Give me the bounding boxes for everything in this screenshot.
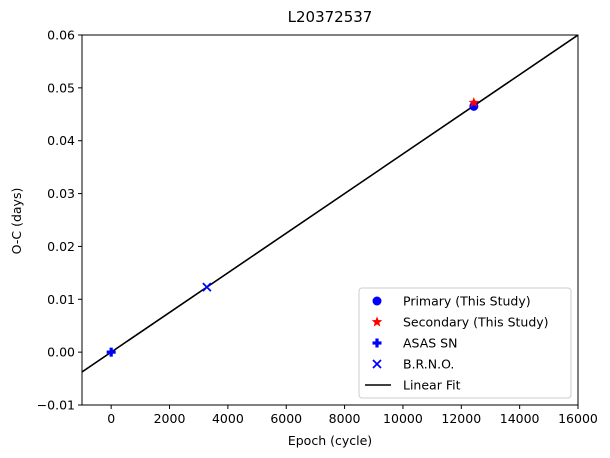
y-axis-label: O-C (days) xyxy=(9,188,24,255)
legend-marker-star xyxy=(371,316,383,327)
legend-entry-label: B.R.N.O. xyxy=(403,357,454,372)
x-tick-label: 0 xyxy=(107,411,115,426)
y-tick-label: 0.00 xyxy=(47,345,75,360)
x-tick-label: 8000 xyxy=(329,411,361,426)
legend-entry-label: Primary (This Study) xyxy=(403,294,531,309)
data-point-star-0 xyxy=(468,97,480,108)
x-tick-label: 14000 xyxy=(500,411,540,426)
legend-entry-label: Secondary (This Study) xyxy=(403,315,549,330)
x-tick-label: 10000 xyxy=(383,411,423,426)
x-axis-label: Epoch (cycle) xyxy=(288,433,372,448)
plot-area xyxy=(82,35,578,373)
data-point-plus-0 xyxy=(106,347,116,357)
y-tick-label: 0.06 xyxy=(47,28,75,43)
x-axis: 0 2000 4000 6000 8000 10000 12000 14000 16000 xyxy=(107,405,598,426)
x-tick-label: 12000 xyxy=(441,411,481,426)
x-tick-label: 6000 xyxy=(270,411,302,426)
y-tick-label: 0.05 xyxy=(47,80,75,95)
legend: Primary (This Study) Secondary (This Stud… xyxy=(358,287,572,399)
legend-entry-label: Linear Fit xyxy=(403,378,461,393)
y-tick-label: 0.02 xyxy=(47,239,75,254)
legend-box xyxy=(358,287,572,399)
y-tick-label: 0.01 xyxy=(47,292,75,307)
plot-frame xyxy=(81,34,579,406)
y-tick-label: 0.03 xyxy=(47,186,75,201)
x-tick-label: 2000 xyxy=(154,411,186,426)
legend-entry-label: ASAS SN xyxy=(403,336,457,351)
x-tick-label: 4000 xyxy=(212,411,244,426)
x-tick-label: 16000 xyxy=(558,411,598,426)
legend-marker-circle xyxy=(372,296,382,306)
data-point-x-0 xyxy=(202,282,212,292)
y-axis: −0.01 0.00 0.01 0.02 0.03 0.04 0.05 0.06 xyxy=(37,28,82,413)
legend-marker-plus xyxy=(372,338,382,348)
y-tick-label: −0.01 xyxy=(37,398,75,413)
chart-title: L20372537 xyxy=(288,8,373,26)
y-tick-label: 0.04 xyxy=(47,133,75,148)
legend-marker-x xyxy=(372,359,382,369)
fit-line xyxy=(82,35,578,373)
